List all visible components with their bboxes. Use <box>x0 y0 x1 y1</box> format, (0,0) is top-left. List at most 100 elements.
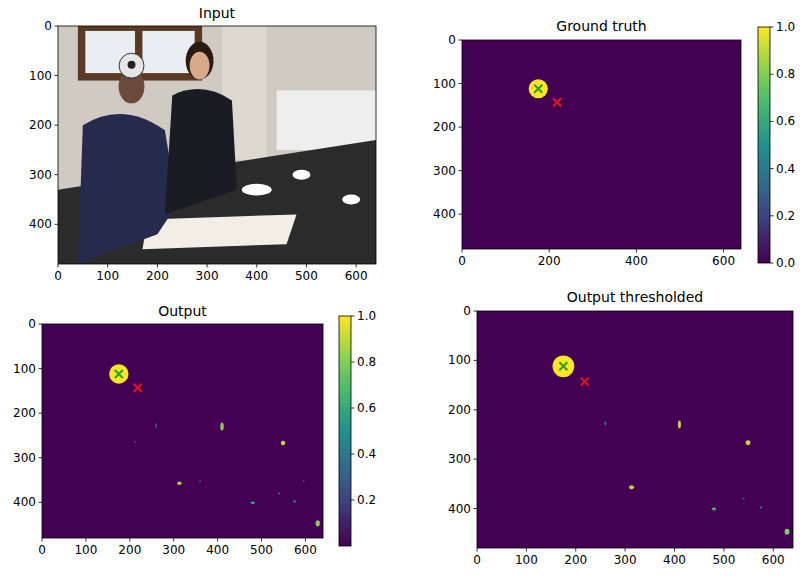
colorbar-tick-label: 0.2 <box>357 493 376 507</box>
y-tick-label: 300 <box>13 451 36 465</box>
photo <box>58 26 376 264</box>
heatmap-region <box>629 485 634 489</box>
heatmap-region <box>760 507 762 509</box>
x-tick-label: 400 <box>663 553 686 567</box>
x-tick <box>477 548 478 552</box>
colorbar-tick <box>770 215 774 216</box>
ball-patch <box>128 61 136 69</box>
x-tick-label: 0 <box>473 553 481 567</box>
x-tick-label: 100 <box>515 553 538 567</box>
x-tick <box>261 538 262 542</box>
title: Output thresholded <box>567 289 704 305</box>
x-tick <box>723 548 724 552</box>
x-tick <box>549 249 550 253</box>
colorbar-tick <box>351 500 355 501</box>
x-tick <box>575 548 576 552</box>
y-tick <box>39 368 43 369</box>
y-tick-label: 100 <box>448 353 471 367</box>
plate <box>293 170 311 180</box>
x-tick <box>256 264 257 268</box>
y-tick <box>55 224 59 225</box>
y-tick-label: 0 <box>463 304 471 318</box>
x-tick <box>217 538 218 542</box>
y-tick <box>459 83 463 84</box>
x-tick <box>107 264 108 268</box>
x-tick <box>723 249 724 253</box>
colorbar-tick <box>351 408 355 409</box>
panel: 01002003004005006000100200300400Output0.… <box>13 303 376 557</box>
heatmap-background <box>477 311 793 548</box>
heatmap-background <box>42 324 323 538</box>
figure: 01002003004005006000100200300400Input020… <box>0 0 812 585</box>
colorbar-tick <box>770 121 774 122</box>
x-tick <box>636 249 637 253</box>
y-tick-label: 200 <box>433 120 456 134</box>
y-tick <box>474 360 478 361</box>
y-tick <box>39 502 43 503</box>
x-tick-label: 0 <box>458 254 466 268</box>
x-tick-label: 600 <box>294 543 317 557</box>
panel: 02004006000100200300400Ground truth0.00.… <box>433 18 795 270</box>
heatmap-background <box>462 40 741 249</box>
y-tick <box>39 413 43 414</box>
x-tick <box>42 538 43 542</box>
colorbar-tick-label: 0.0 <box>776 256 795 270</box>
y-tick-label: 100 <box>13 362 36 376</box>
plate <box>342 195 360 205</box>
x-tick <box>462 249 463 253</box>
colorbar-tick <box>770 168 774 169</box>
y-tick <box>55 174 59 175</box>
x-tick <box>85 538 86 542</box>
x-tick-label: 500 <box>250 543 273 557</box>
colorbar-tick-label: 0.6 <box>357 401 376 415</box>
heatmap-region <box>553 355 575 377</box>
heatmap-region <box>281 441 285 445</box>
x-tick-label: 200 <box>564 553 587 567</box>
y-tick-label: 200 <box>13 406 36 420</box>
colorbar-tick <box>351 362 355 363</box>
y-tick-label: 300 <box>448 452 471 466</box>
heatmap-region <box>712 508 716 511</box>
colorbar-tick <box>770 27 774 28</box>
title: Output <box>158 303 207 319</box>
window <box>78 26 202 81</box>
colorbar-tick <box>351 454 355 455</box>
y-tick-label: 0 <box>448 33 456 47</box>
colorbar-tick-label: 1.0 <box>776 20 795 34</box>
y-tick <box>474 459 478 460</box>
colorbar-tick-label: 0.2 <box>776 209 795 223</box>
panel: 01002003004005006000100200300400Input <box>29 5 376 283</box>
y-tick <box>459 214 463 215</box>
y-tick <box>459 170 463 171</box>
y-tick <box>474 508 478 509</box>
x-tick-label: 100 <box>96 269 119 283</box>
heatmap-region <box>251 501 255 504</box>
heatmap-region <box>155 423 157 428</box>
heatmap-region <box>293 500 296 503</box>
colorbar-tick <box>770 74 774 75</box>
colorbar <box>758 27 770 263</box>
x-tick-label: 300 <box>614 553 637 567</box>
x-tick <box>773 548 774 552</box>
y-tick-label: 0 <box>44 19 52 33</box>
x-tick-label: 100 <box>74 543 97 557</box>
heatmap-region <box>177 481 181 485</box>
plot-area <box>462 40 741 249</box>
marker-x <box>559 362 567 370</box>
x-tick <box>526 548 527 552</box>
heatmap-region <box>134 441 136 443</box>
title: Input <box>199 5 236 21</box>
axes-frame <box>462 40 741 249</box>
x-tick-label: 200 <box>146 269 169 283</box>
x-tick-label: 300 <box>162 543 185 557</box>
x-tick-label: 300 <box>196 269 219 283</box>
plot-area <box>477 311 793 548</box>
person <box>165 89 237 214</box>
y-tick <box>55 75 59 76</box>
plate <box>242 184 272 196</box>
y-tick-label: 300 <box>29 168 52 182</box>
plot-area <box>58 26 376 264</box>
title: Ground truth <box>556 18 646 34</box>
colorbar-tick <box>351 316 355 317</box>
x-tick-label: 200 <box>118 543 141 557</box>
